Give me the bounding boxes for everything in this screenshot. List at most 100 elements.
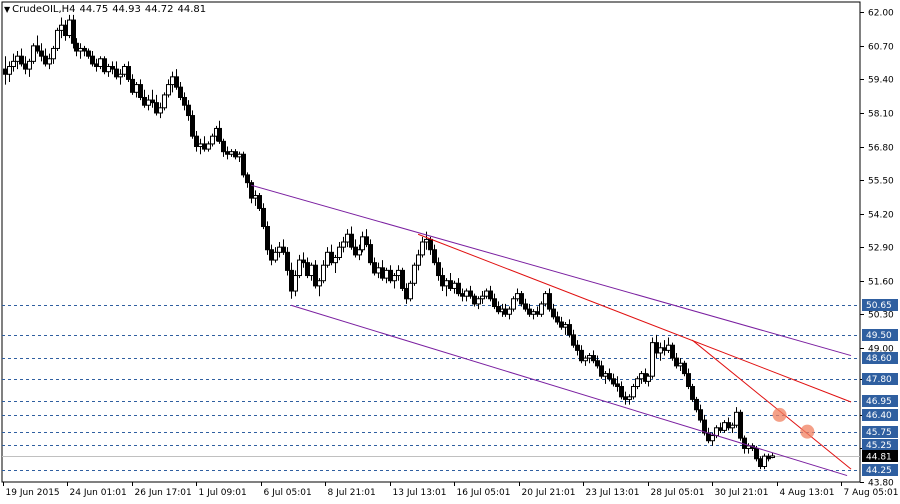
candle-body[interactable] — [257, 195, 262, 209]
candle-body[interactable] — [428, 238, 433, 251]
candle-body[interactable] — [277, 246, 282, 253]
candle-body[interactable] — [329, 251, 334, 264]
candle-body[interactable] — [313, 264, 318, 287]
candle-body[interactable] — [305, 262, 310, 277]
candle-body[interactable] — [603, 373, 608, 377]
candle-body[interactable] — [535, 311, 540, 315]
candle-body[interactable] — [186, 104, 191, 117]
candle-body[interactable] — [515, 293, 520, 300]
trend-line[interactable] — [290, 304, 848, 477]
candle-body[interactable] — [114, 68, 119, 78]
candle-body[interactable] — [670, 344, 675, 359]
candle-body[interactable] — [654, 342, 659, 354]
candle-body[interactable] — [468, 290, 473, 297]
candle-body[interactable] — [126, 66, 131, 80]
candle-body[interactable] — [714, 427, 719, 437]
candle-body[interactable] — [225, 151, 230, 155]
candle-body[interactable] — [408, 282, 413, 300]
candle-body[interactable] — [285, 251, 290, 271]
candle-body[interactable] — [174, 76, 179, 88]
candle-body[interactable] — [51, 47, 56, 60]
candle-body[interactable] — [456, 282, 461, 295]
candle-body[interactable] — [162, 94, 167, 109]
candle-body[interactable] — [206, 143, 211, 150]
candle-body[interactable] — [241, 153, 246, 176]
candle-body[interactable] — [599, 365, 604, 377]
candle-body[interactable] — [563, 324, 568, 328]
candle-body[interactable] — [7, 66, 12, 75]
candle-body[interactable] — [758, 458, 763, 468]
trend-line[interactable] — [251, 184, 852, 357]
candle-body[interactable] — [674, 357, 679, 367]
candle-body[interactable] — [345, 233, 350, 243]
candle-body[interactable] — [472, 295, 477, 305]
candle-body[interactable] — [507, 308, 512, 315]
candle-body[interactable] — [297, 259, 302, 277]
candle-body[interactable] — [178, 86, 183, 98]
candle-body[interactable] — [273, 251, 278, 261]
candle-body[interactable] — [555, 316, 560, 323]
candle-body[interactable] — [317, 280, 322, 287]
candle-body[interactable] — [74, 42, 79, 52]
candle-body[interactable] — [444, 280, 449, 287]
candle-body[interactable] — [63, 24, 68, 37]
candle-body[interactable] — [71, 19, 76, 44]
candle-body[interactable] — [523, 303, 528, 310]
candle-body[interactable] — [19, 55, 24, 65]
candle-body[interactable] — [253, 195, 258, 199]
candle-body[interactable] — [690, 386, 695, 400]
candle-body[interactable] — [698, 409, 703, 421]
candle-body[interactable] — [202, 143, 207, 150]
candle-body[interactable] — [82, 47, 87, 52]
trend-line[interactable] — [691, 339, 852, 470]
candle-body[interactable] — [432, 249, 437, 264]
candle-body[interactable] — [55, 29, 60, 49]
candle-body[interactable] — [480, 295, 485, 300]
candle-body[interactable] — [734, 411, 739, 426]
candle-body[interactable] — [686, 373, 691, 388]
candle-body[interactable] — [190, 115, 195, 137]
candle-body[interactable] — [86, 50, 91, 57]
candle-body[interactable] — [484, 290, 489, 297]
candle-body[interactable] — [360, 236, 365, 251]
candle-body[interactable] — [615, 383, 620, 388]
candle-body[interactable] — [460, 293, 465, 297]
candle-body[interactable] — [333, 256, 338, 264]
candle-body[interactable] — [738, 411, 743, 439]
candle-body[interactable] — [23, 63, 28, 70]
candle-body[interactable] — [412, 264, 417, 284]
candle-body[interactable] — [571, 334, 576, 346]
candle-body[interactable] — [349, 233, 354, 248]
candle-body[interactable] — [730, 424, 735, 429]
candle-body[interactable] — [289, 269, 294, 292]
candle-body[interactable] — [639, 373, 644, 380]
candle-body[interactable] — [527, 308, 532, 315]
candle-body[interactable] — [420, 241, 425, 256]
candle-body[interactable] — [269, 249, 274, 261]
candle-body[interactable] — [357, 249, 362, 256]
candle-body[interactable] — [229, 151, 234, 155]
candle-body[interactable] — [293, 275, 298, 292]
candle-body[interactable] — [364, 236, 369, 246]
candle-body[interactable] — [770, 455, 775, 458]
candle-body[interactable] — [309, 264, 314, 277]
candle-body[interactable] — [35, 45, 40, 52]
candle-body[interactable] — [646, 375, 651, 382]
candle-body[interactable] — [627, 396, 632, 400]
dropdown-triangle-icon[interactable]: ▼ — [4, 5, 11, 14]
candle-body[interactable] — [158, 107, 163, 114]
candle-body[interactable] — [547, 293, 552, 310]
candle-body[interactable] — [341, 241, 346, 248]
candle-body[interactable] — [221, 140, 226, 153]
candle-body[interactable] — [492, 298, 497, 308]
candle-body[interactable] — [321, 264, 326, 282]
candle-body[interactable] — [337, 246, 342, 258]
candle-body[interactable] — [245, 174, 250, 184]
candle-body[interactable] — [39, 50, 44, 57]
candle-body[interactable] — [579, 349, 584, 362]
candle-body[interactable] — [265, 226, 270, 251]
candle-body[interactable] — [11, 60, 16, 68]
candle-body[interactable] — [166, 84, 171, 96]
candle-body[interactable] — [376, 267, 381, 274]
